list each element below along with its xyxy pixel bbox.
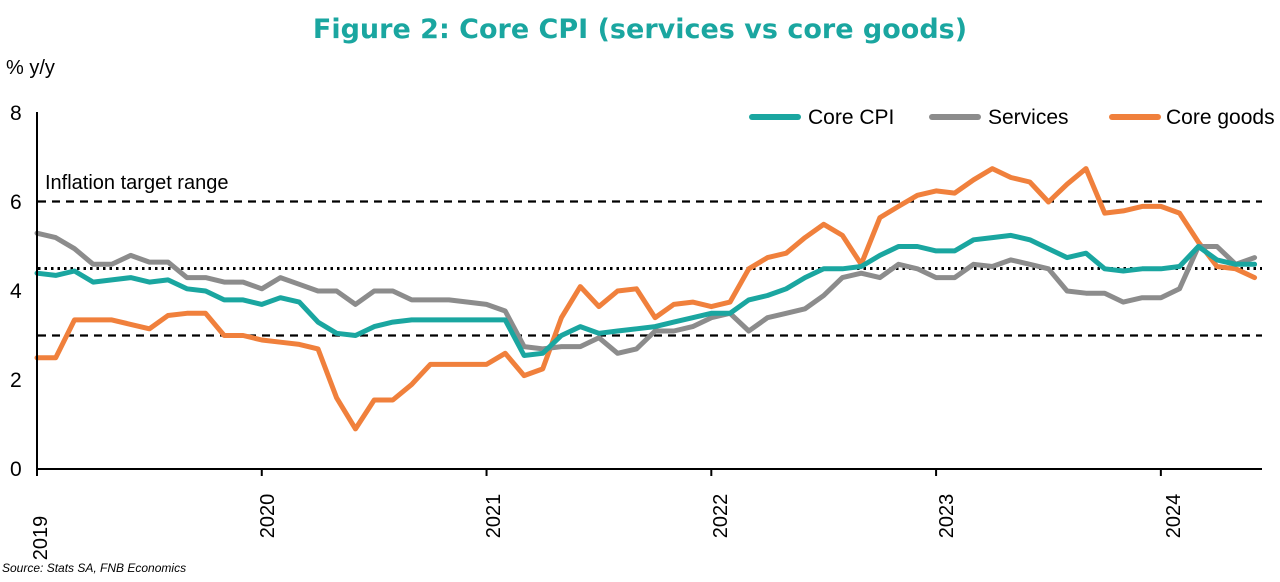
source-note: Source: Stats SA, FNB Economics <box>2 561 186 575</box>
x-tick-labels: 2019 2020 2021 2022 2023 2024 <box>30 494 1185 561</box>
legend-label-core-goods: Core goods <box>1166 106 1275 129</box>
series-core-goods-line <box>34 166 1258 432</box>
x-tick-label-2022: 2022 <box>710 494 732 539</box>
legend: Core CPI Services Core goods <box>749 106 1275 129</box>
series-core-goods-group <box>34 166 1258 432</box>
x-tick-label-2020: 2020 <box>257 494 279 539</box>
x-tick-label-2019: 2019 <box>30 516 52 561</box>
legend-label-core-cpi: Core CPI <box>808 106 894 129</box>
x-tick-label-2023: 2023 <box>936 494 958 539</box>
y-axis-label: % y/y <box>6 57 55 79</box>
series-services-line <box>34 230 1258 356</box>
target-range-label: Inflation target range <box>45 172 228 194</box>
x-tick-label-2021: 2021 <box>483 494 505 539</box>
y-tick-label-0: 0 <box>10 458 22 481</box>
y-tick-labels: 0 2 4 6 8 <box>10 102 22 481</box>
series-core-cpi-line <box>34 232 1258 358</box>
series-services-group <box>34 230 1258 356</box>
series-core-cpi-group <box>34 232 1258 358</box>
y-tick-label-6: 6 <box>10 191 22 214</box>
chart-title: Figure 2: Core CPI (services vs core goo… <box>313 14 967 45</box>
legend-label-services: Services <box>988 106 1069 129</box>
y-tick-label-8: 8 <box>10 102 22 125</box>
y-tick-label-4: 4 <box>10 280 22 303</box>
y-tick-label-2: 2 <box>10 369 22 392</box>
x-ticks <box>36 469 1162 476</box>
target-range <box>38 200 1262 337</box>
axes <box>36 112 1262 476</box>
x-tick-label-2024: 2024 <box>1163 494 1185 539</box>
